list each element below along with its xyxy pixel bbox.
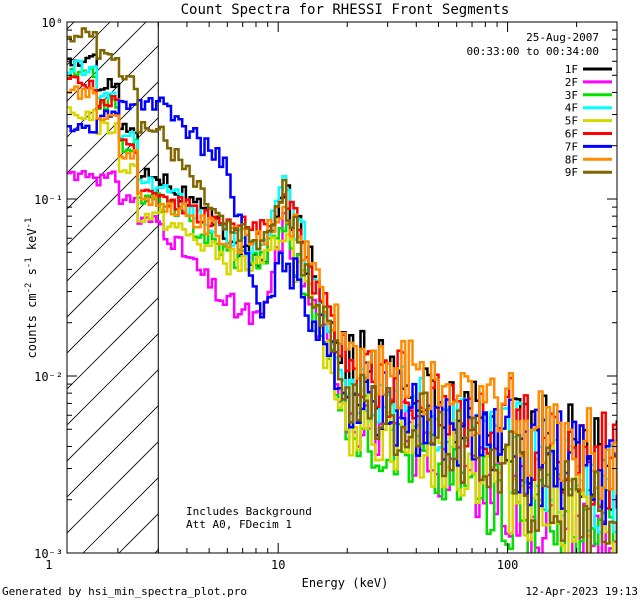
axes: 1 10 100 10⁻³ 10⁻² 10⁻¹ 10⁰ xyxy=(34,16,618,572)
series-group xyxy=(67,27,617,553)
y-tick-label: 10⁻³ xyxy=(34,547,63,561)
x-tick-label: 100 xyxy=(497,558,519,572)
footer-generated-by: Generated by hsi_min_spectra_plot.pro xyxy=(2,585,247,598)
x-tick-label: 10 xyxy=(271,558,285,572)
y-tick-label: 10⁻¹ xyxy=(34,193,63,207)
x-tick-label: 1 xyxy=(45,558,52,572)
hatch-line xyxy=(67,369,159,462)
legend-label-3F: 3F xyxy=(565,89,578,102)
x-axis-label: Energy (keV) xyxy=(302,576,389,590)
hatch-line xyxy=(67,117,159,210)
hatch-line xyxy=(67,45,159,138)
hatch-line xyxy=(67,22,75,30)
legend-label-7F: 7F xyxy=(565,140,578,153)
y-tick-label: 10⁻² xyxy=(34,370,63,384)
y-axis-label: counts cm-2 s-1 keV-1 xyxy=(24,218,39,359)
legend-label-6F: 6F xyxy=(565,128,578,141)
hatch-line xyxy=(67,225,159,318)
series-line-5F xyxy=(67,106,617,553)
legend-label-1F: 1F xyxy=(565,63,578,76)
y-tick-label: 10⁰ xyxy=(41,16,63,30)
hatch-line xyxy=(67,189,159,282)
plot-frame xyxy=(66,21,618,554)
legend-label-2F: 2F xyxy=(565,76,578,89)
legend-label-9F: 9F xyxy=(565,166,578,179)
legend-label-4F: 4F xyxy=(565,102,578,115)
series-line-9F xyxy=(67,27,617,553)
legend-label-5F: 5F xyxy=(565,115,578,128)
hatch-line xyxy=(67,261,159,354)
series-line-3F xyxy=(67,67,617,553)
series-line-8F xyxy=(67,85,617,500)
date-label: 25-Aug-2007 xyxy=(526,31,599,44)
chart-title: Count Spectra for RHESSI Front Segments xyxy=(181,2,510,18)
annotation-attenuator: Att A0, FDecim 1 xyxy=(186,518,292,531)
hatch-line xyxy=(67,405,159,498)
hatch-line xyxy=(67,81,159,174)
time-range-label: 00:33:00 to 00:34:00 xyxy=(467,45,599,58)
hatch-line xyxy=(67,441,159,534)
legend-label-8F: 8F xyxy=(565,153,578,166)
footer-timestamp: 12-Apr-2023 19:13 xyxy=(525,585,638,598)
annotation-background: Includes Background xyxy=(186,505,312,518)
